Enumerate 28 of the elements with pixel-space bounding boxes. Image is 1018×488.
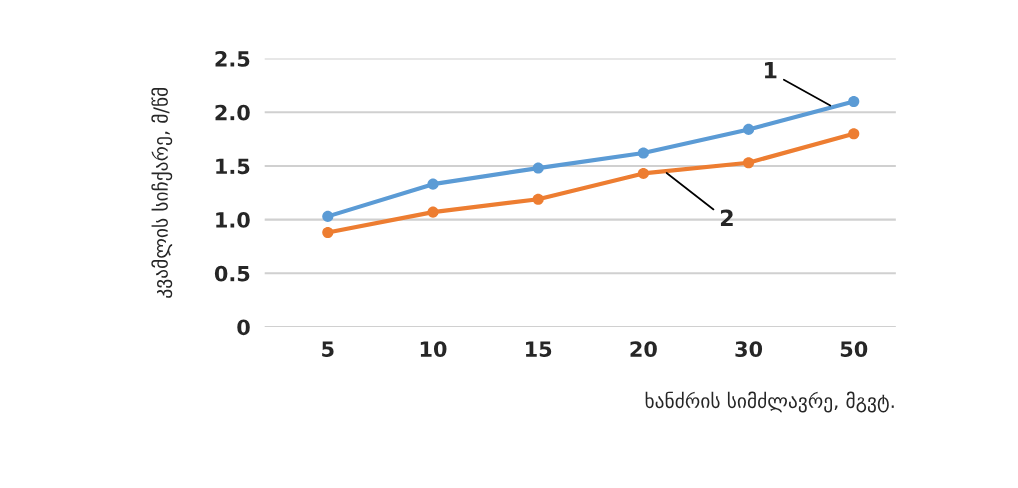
point	[637, 147, 649, 159]
point	[743, 157, 755, 169]
y-tick-label: 2.5	[215, 51, 250, 67]
y-tick-label: 1.5	[216, 158, 250, 175]
x-tick-label: 50	[840, 341, 868, 357]
series-label: 1	[765, 62, 777, 79]
x-tick-label: 5	[322, 341, 334, 357]
x-tick-label: 15	[526, 341, 552, 357]
y-tick-label: 0	[237, 319, 250, 336]
y-tick-label: 2.0	[215, 104, 250, 121]
series-label: 2	[720, 209, 733, 227]
point	[848, 128, 860, 140]
x-axis-title: ხანძრის სიმძლავრე, მგვტ.	[645, 391, 894, 413]
y-axis-title: კვამლის სიჩქარე, მ/წმ	[151, 88, 173, 298]
point	[322, 210, 334, 222]
point	[848, 95, 860, 108]
point	[532, 162, 544, 174]
x-tick-label: 10	[420, 341, 447, 357]
point	[637, 167, 649, 179]
point	[743, 123, 755, 135]
y-tick-label: 1.0	[216, 212, 250, 228]
point	[427, 178, 439, 190]
x-tick-label: 30	[735, 341, 763, 357]
point	[532, 193, 544, 205]
point	[427, 206, 439, 218]
point	[322, 226, 334, 239]
x-tick-label: 20	[630, 341, 657, 357]
y-tick-label: 0.5	[214, 265, 250, 282]
